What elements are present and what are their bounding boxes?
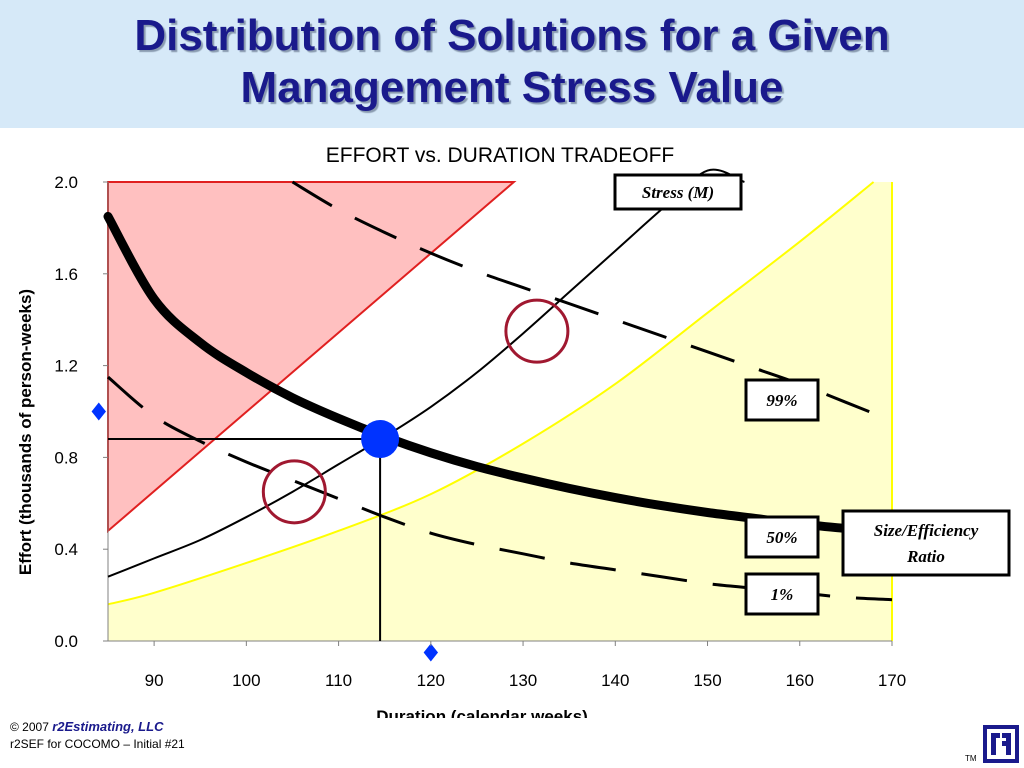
p1-label-box bbox=[744, 572, 820, 616]
yellow-region bbox=[108, 182, 892, 641]
diamond-marker-1 bbox=[423, 643, 439, 662]
p50-label-box bbox=[744, 515, 820, 559]
x-axis-label: Duration (calendar weeks) bbox=[376, 707, 588, 718]
y-tick-label-4: 1.6 bbox=[54, 265, 78, 284]
p99-label-text: 99% bbox=[766, 391, 797, 410]
footer: © 2007 r2Estimating, LLC r2SEF for COCOM… bbox=[10, 718, 185, 753]
yellow-boundary-line bbox=[107, 181, 875, 606]
x-tick-label-150: 150 bbox=[693, 671, 721, 690]
y-axis-label: Effort (thousands of person-weeks) bbox=[16, 289, 35, 575]
trademark-mark: TM bbox=[965, 754, 977, 763]
x-tick-label-130: 130 bbox=[509, 671, 537, 690]
p50-label-text: 50% bbox=[766, 528, 797, 547]
brand-name: r2Estimating, LLC bbox=[52, 719, 164, 734]
y-tick-label-0: 0.0 bbox=[54, 632, 78, 651]
p1-label-text: 1% bbox=[771, 585, 794, 604]
y-tick-label-2: 0.8 bbox=[54, 448, 78, 467]
x-tick-label-160: 160 bbox=[786, 671, 814, 690]
x-tick-label-90: 90 bbox=[145, 671, 164, 690]
x-tick-label-170: 170 bbox=[878, 671, 906, 690]
slide-title-line2: Management Stress Value bbox=[240, 63, 784, 112]
x-tick-label-140: 140 bbox=[601, 671, 629, 690]
slide-title-line1: Distribution of Solutions for a Given bbox=[134, 11, 890, 60]
size-efficiency-label-text-1: Ratio bbox=[906, 547, 945, 566]
highlight-circle-0 bbox=[504, 298, 570, 364]
footer-subtitle: r2SEF for COCOMO – Initial #21 bbox=[10, 737, 185, 751]
size-efficiency-label-text: Size/Efficiency bbox=[874, 521, 979, 540]
size-efficiency-label-box bbox=[841, 509, 1011, 577]
slide-title: Distribution of Solutions for a Given Ma… bbox=[0, 10, 1024, 114]
x-tick-label-120: 120 bbox=[417, 671, 445, 690]
highlight-circle-1 bbox=[261, 459, 327, 525]
chart-title: EFFORT vs. DURATION TRADEOFF bbox=[326, 144, 674, 167]
size-efficiency-curve bbox=[103, 211, 851, 534]
x-tick-label-100: 100 bbox=[232, 671, 260, 690]
company-logo-icon bbox=[983, 725, 1019, 763]
y-tick-label-1: 0.4 bbox=[54, 540, 78, 559]
stress-label-box bbox=[613, 173, 743, 211]
y-tick-label-3: 1.2 bbox=[54, 357, 78, 376]
effort-duration-chart: 90 100 110 120 130 140 150 160 170 0.0 0.4 0.8 1.2 1.… bbox=[16, 144, 1011, 718]
stress-label-text: Stress (M) bbox=[642, 183, 714, 202]
title-banner: Distribution of Solutions for a Given Ma… bbox=[0, 0, 1024, 128]
x-tick-label-110: 110 bbox=[325, 671, 352, 690]
copyright-text: © 2007 bbox=[10, 720, 49, 734]
diamond-marker-0 bbox=[91, 402, 106, 421]
y-tick-label-5: 2.0 bbox=[54, 173, 78, 192]
red-region bbox=[107, 181, 517, 534]
stress-curve bbox=[107, 168, 745, 578]
operating-point-marker bbox=[361, 420, 400, 459]
p99-label-box bbox=[744, 378, 820, 422]
